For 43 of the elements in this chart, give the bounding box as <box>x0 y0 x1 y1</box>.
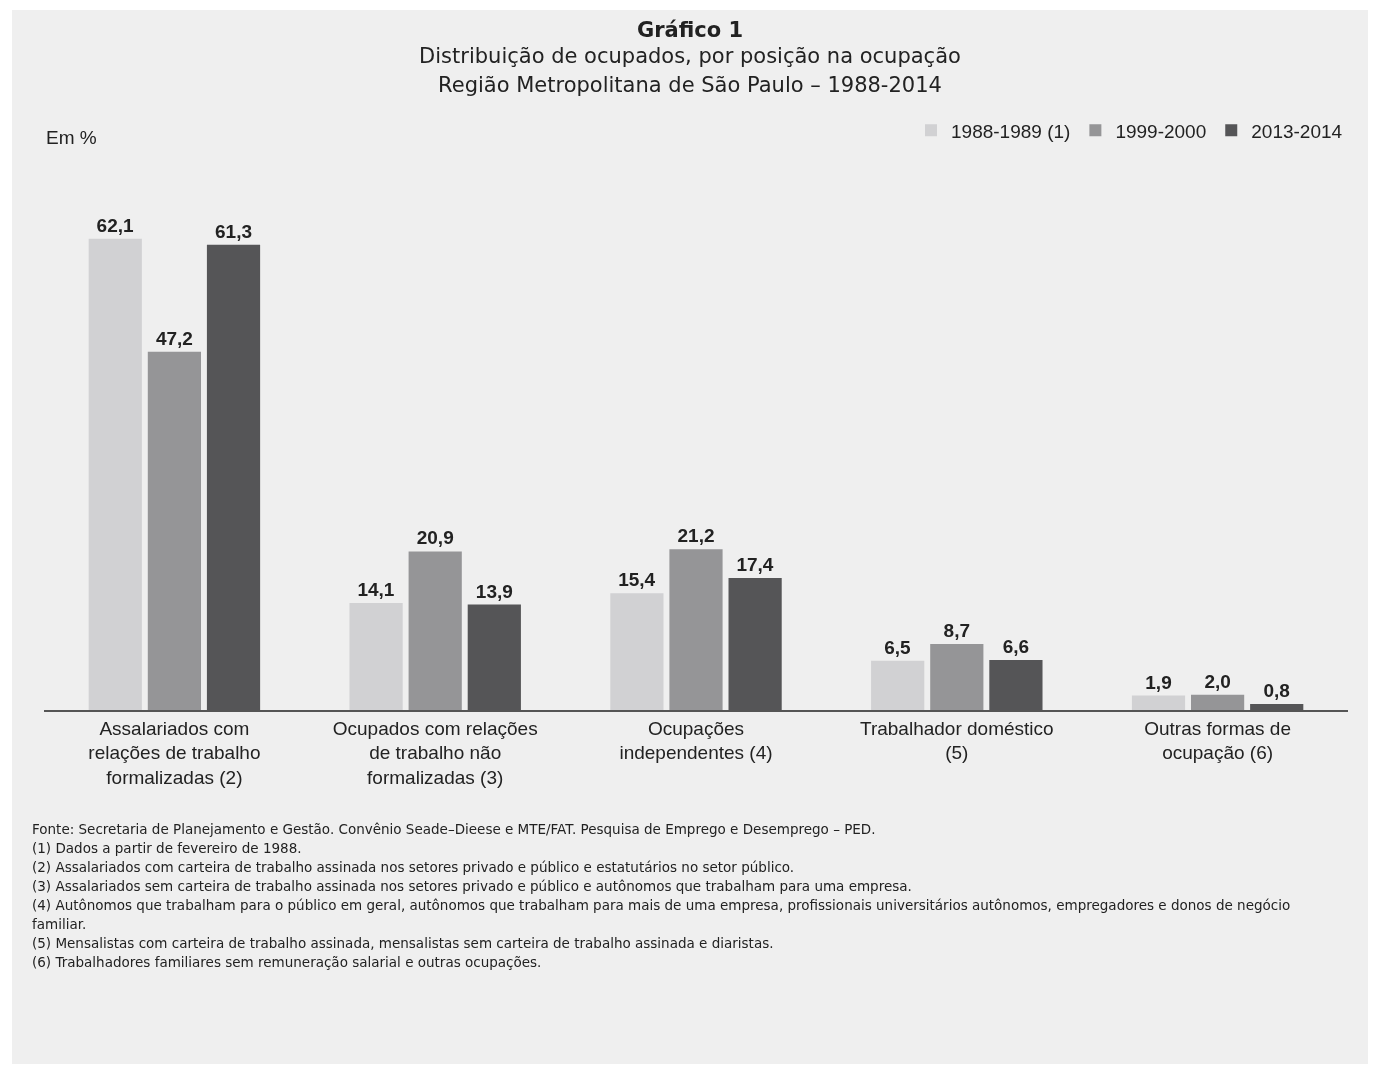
data-label: 8,7 <box>943 619 971 641</box>
data-label: 17,4 <box>736 553 774 575</box>
bar <box>871 660 925 710</box>
bar <box>88 238 142 710</box>
data-label: 20,9 <box>416 527 454 549</box>
bar <box>1131 695 1186 710</box>
data-label: 6,5 <box>884 636 912 658</box>
chart-subtitle: Distribuição de ocupados, por posição na ocupação Região Metropolitana de São Paulo – 1988-2014 <box>418 43 962 99</box>
data-label: 6,6 <box>1002 635 1030 657</box>
data-label: 15,4 <box>618 569 656 591</box>
bar <box>930 643 984 710</box>
x-tick-label: Outras formas de ocupação (6) <box>1144 717 1291 764</box>
bar <box>669 549 723 710</box>
bar <box>610 593 664 710</box>
text: (4) Autônomos que trabalham para o público em geral, autônomos que trabalham para mais de uma empresa, profissionais universitários autônomos, empregadores e donos de negócio familiar. <box>32 896 1292 934</box>
bar <box>408 551 462 710</box>
text: (2) Assalariados com carteira de trabalho assinada nos setores privado e público e estatutários no setor público. <box>32 858 796 877</box>
data-label: 61,3 <box>215 220 253 242</box>
data-label: 62,1 <box>96 214 134 236</box>
chart-title: Gráfico 1 <box>635 18 745 42</box>
data-label: 2,0 <box>1204 670 1231 692</box>
text: (5) Mensalistas com carteira de trabalho assinada, mensalistas sem carteira de trabalho assinada e diaristas. <box>32 934 775 953</box>
x-tick-label: Ocupados com relações de trabalho não formalizadas (3) <box>332 717 538 788</box>
text: (3) Assalariados sem carteira de trabalho assinada nos setores privado e público e autônomos que trabalham para uma empresa. <box>32 877 913 896</box>
legend-label: 1999-2000 <box>1115 120 1207 142</box>
data-label: 21,2 <box>677 525 715 547</box>
bar <box>349 603 403 710</box>
bar <box>1191 694 1245 710</box>
data-label: 13,9 <box>475 580 513 602</box>
x-tick-label: Assalariados com relações de trabalho formalizadas (2) <box>88 717 261 788</box>
text: (1) Dados a partir de fevereiro de 1988. <box>32 839 303 858</box>
legend-label: 1988-1989 (1) <box>951 120 1071 142</box>
x-tick-label: Trabalhador doméstico (5) <box>859 717 1054 764</box>
bar <box>147 351 201 710</box>
text: (6) Trabalhadores familiares sem remuneração salarial e outras ocupações. <box>32 953 543 972</box>
x-tick-label: Ocupações independentes (4) <box>619 717 773 764</box>
legend-label: 2013-2014 <box>1251 120 1343 142</box>
data-label: 1,9 <box>1145 671 1172 693</box>
source-note: Fonte: Secretaria de Planejamento e Gestão. Convênio Seade–Dieese e MTE/FAT. Pesquisa de Emprego e Desemprego – PED. <box>32 820 877 839</box>
data-label: 0,8 <box>1263 679 1290 701</box>
y-axis-title: Em % <box>46 127 97 148</box>
data-label: 14,1 <box>357 579 395 601</box>
data-label: 47,2 <box>155 327 193 349</box>
